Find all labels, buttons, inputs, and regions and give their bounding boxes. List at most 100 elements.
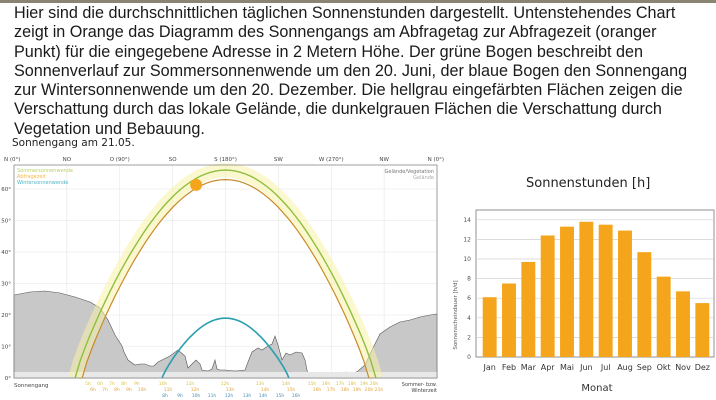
terrain-shading <box>13 290 438 379</box>
y-tick: 2 <box>467 334 471 341</box>
footer-sonnengang: Sonnengang <box>14 383 49 389</box>
svg-text:14h: 14h <box>261 387 270 393</box>
month-label: Nov <box>675 363 691 372</box>
bar-jan <box>482 297 497 357</box>
month-label: Okt <box>657 363 671 372</box>
azimuth-tick: SO <box>169 157 177 163</box>
svg-text:10h: 10h <box>192 393 201 399</box>
barchart-bars <box>482 221 710 357</box>
bar-aug <box>618 230 632 357</box>
svg-text:12h: 12h <box>225 393 234 399</box>
svg-text:19h: 19h <box>360 381 369 387</box>
azimuth-tick: NW <box>379 157 389 163</box>
month-label: Mai <box>560 363 574 372</box>
svg-text:17h: 17h <box>327 387 336 393</box>
svg-text:20h: 20h <box>370 381 379 387</box>
svg-text:13h: 13h <box>243 393 252 399</box>
footer-summer-winter-time-2: Winterzeit <box>411 388 437 394</box>
svg-text:17h: 17h <box>336 381 345 387</box>
bar-jul <box>598 224 613 357</box>
svg-text:16h: 16h <box>292 393 301 399</box>
month-label: Feb <box>502 363 516 372</box>
svg-text:21h: 21h <box>375 387 384 393</box>
svg-text:14h: 14h <box>259 393 268 399</box>
svg-text:9h: 9h <box>134 381 140 387</box>
svg-text:20h: 20h <box>365 387 374 393</box>
bar-feb <box>502 283 516 357</box>
top-border <box>0 0 716 3</box>
svg-text:13h: 13h <box>256 381 265 387</box>
y-tick: 4 <box>467 315 471 322</box>
elevation-tick: 20° <box>1 313 11 319</box>
winter-solstice-arc <box>161 317 290 379</box>
month-label: Aug <box>617 363 633 372</box>
bar-nov <box>676 291 690 357</box>
svg-text:10h: 10h <box>138 387 147 393</box>
svg-text:6h: 6h <box>97 381 103 387</box>
svg-text:18h: 18h <box>341 387 350 393</box>
sunpath-legend-right: Gelände/Vegetation Gelände <box>385 169 434 181</box>
svg-text:15h: 15h <box>276 393 285 399</box>
month-labels: Jan Feb Mar Apr Mai Jun Jul Aug Sep Okt Nov Dez <box>482 363 709 372</box>
month-label: Dez <box>695 363 710 372</box>
azimuth-tick: N (0°) <box>4 157 20 163</box>
y-tick: 14 <box>463 217 471 224</box>
summer-solstice-arc <box>74 169 377 379</box>
azimuth-tick: O (90°) <box>110 157 130 163</box>
legend-terrain: Gelände <box>413 175 434 181</box>
legend-winter: Wintersonnenwende <box>17 180 68 186</box>
svg-text:15h: 15h <box>287 387 296 393</box>
sunpath-title: Sonnengang am 21.05. <box>12 137 135 149</box>
barchart-xlabel: Monat <box>581 383 612 394</box>
elevation-tick: 10° <box>1 345 11 351</box>
svg-text:7h: 7h <box>102 387 108 393</box>
svg-text:8h: 8h <box>162 393 168 399</box>
azimuth-tick: SW <box>274 157 283 163</box>
azimuth-tick: S (180°) <box>214 157 237 163</box>
bar-apr <box>540 235 555 357</box>
svg-text:15h: 15h <box>308 381 317 387</box>
legend-query: Abfragezeit <box>17 174 46 180</box>
elevation-tick: 0° <box>5 376 11 382</box>
month-label: Jul <box>600 363 611 372</box>
elevation-tick: 30° <box>1 282 11 288</box>
svg-text:11h: 11h <box>208 393 217 399</box>
svg-text:12h: 12h <box>191 387 200 393</box>
azimuth-tick-labels: N (0°) NO O (90°) SO S (180°) SW W (270°) NW N (… <box>4 157 444 163</box>
svg-text:18h: 18h <box>348 381 357 387</box>
bar-dez <box>695 303 710 357</box>
elevation-tick: 40° <box>1 250 11 256</box>
y-tick: 12 <box>463 236 471 243</box>
y-tick: 0 <box>467 354 471 361</box>
svg-text:11h: 11h <box>186 381 195 387</box>
svg-text:9h: 9h <box>177 393 183 399</box>
query-time-sun-marker <box>190 178 203 191</box>
month-label: Mar <box>521 363 537 372</box>
elevation-tick: 50° <box>1 219 11 225</box>
legend-summer: Sommersonnenwende <box>17 168 73 174</box>
elevation-tick: 60° <box>1 187 11 193</box>
barchart-ylabel: Sonnenscheindauer [h/d] <box>453 280 459 349</box>
sunshine-bar-chart: 0 2 4 6 8 10 12 14 Jan Feb Mar Apr Mai Jun Jul Aug Sep O… <box>453 209 715 394</box>
svg-text:6h: 6h <box>90 387 96 393</box>
svg-text:5h: 5h <box>85 381 91 387</box>
sun-arcs <box>68 163 383 380</box>
svg-text:9h: 9h <box>126 387 132 393</box>
svg-text:11h: 11h <box>164 387 173 393</box>
bar-okt <box>656 276 671 357</box>
month-label: Apr <box>541 363 556 372</box>
bar-mar <box>521 261 536 357</box>
query-day-arc <box>81 178 370 379</box>
svg-text:16h: 16h <box>313 387 322 393</box>
svg-text:16h: 16h <box>322 381 331 387</box>
svg-text:10h: 10h <box>159 381 168 387</box>
azimuth-tick: N (0°) <box>428 157 444 163</box>
month-label: Jun <box>579 363 593 372</box>
month-label: Jan <box>482 363 495 372</box>
y-tick: 8 <box>467 276 471 283</box>
sunpath-legend-left: Sommersonnenwende Abfragezeit Wintersonn… <box>17 168 73 186</box>
legend-vegetation: Gelände/Vegetation <box>385 169 434 175</box>
svg-text:8h: 8h <box>121 381 127 387</box>
svg-text:12h: 12h <box>221 381 230 387</box>
hour-labels: 5h 6h 7h 8h 9h 10h 11h 12h 13h 14h 15h 16h 17h 18h 19h… <box>85 381 383 399</box>
